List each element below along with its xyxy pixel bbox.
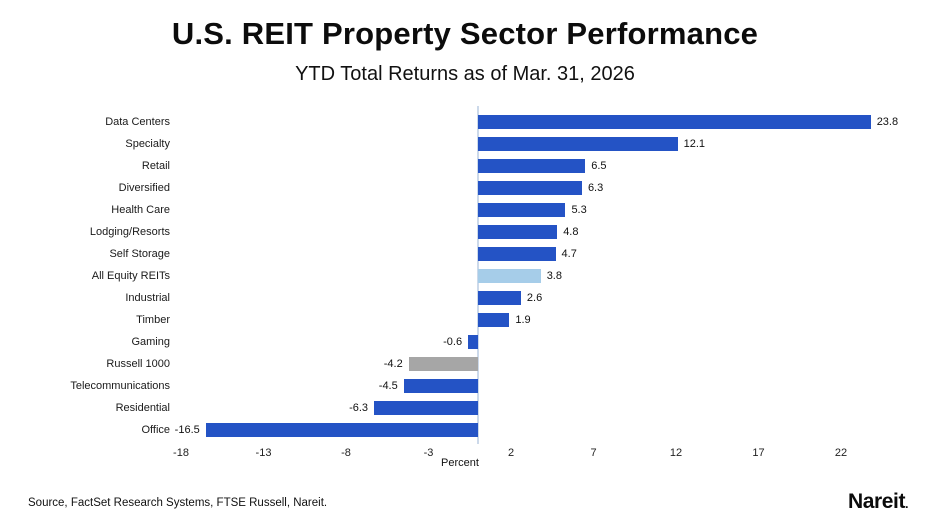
bar xyxy=(408,357,478,371)
bar-chart: Data Centers 23.8 Specialty 12.1 Retail 6.5 Di… xyxy=(70,106,899,459)
x-tick-label: -18 xyxy=(173,447,189,459)
category-label: Self Storage xyxy=(109,248,170,260)
value-label: 2.6 xyxy=(526,292,543,304)
value-label: -6.3 xyxy=(349,402,369,414)
x-tick-label: 12 xyxy=(669,447,683,459)
category-label: Industrial xyxy=(125,292,170,304)
source-note: Source, FactSet Research Systems, FTSE R… xyxy=(28,497,328,509)
x-tick-label: -8 xyxy=(341,447,351,459)
category-label: Gaming xyxy=(131,336,170,348)
value-label: 23.8 xyxy=(876,116,899,128)
x-tick-label: -13 xyxy=(255,447,272,459)
nareit-logo-dot: . xyxy=(905,497,908,511)
value-label: 4.8 xyxy=(563,226,579,238)
category-label: Health Care xyxy=(111,204,170,216)
x-tick-label: -3 xyxy=(423,447,434,459)
value-label: -4.2 xyxy=(383,358,403,370)
nareit-logo-text: Nareit xyxy=(847,490,906,513)
bar xyxy=(478,225,558,239)
category-label: Timber xyxy=(136,314,170,326)
value-label: 5.3 xyxy=(571,204,587,216)
value-label: -0.6 xyxy=(443,336,463,348)
bar xyxy=(478,203,566,217)
bar xyxy=(403,379,478,393)
value-label: 12.1 xyxy=(683,138,706,150)
x-tick-label: 17 xyxy=(752,447,765,459)
category-label: Data Centers xyxy=(105,116,170,128)
x-axis-title: Percent xyxy=(441,457,479,469)
category-label: Office xyxy=(141,424,170,436)
x-tick-label: 7 xyxy=(590,447,597,459)
category-label: Diversified xyxy=(118,182,170,194)
value-label: 3.8 xyxy=(546,270,562,282)
category-label: All Equity REITs xyxy=(91,270,170,282)
x-tick-label: 22 xyxy=(834,447,848,459)
value-label: 4.7 xyxy=(561,248,577,260)
category-label: Russell 1000 xyxy=(106,358,170,370)
chart-title: U.S. REIT Property Sector Performance xyxy=(171,16,759,51)
chart-subtitle: YTD Total Returns as of Mar. 31, 2026 xyxy=(295,63,635,85)
bar xyxy=(478,247,556,261)
value-label: -16.5 xyxy=(174,424,200,436)
value-label: 6.5 xyxy=(591,160,607,172)
bar xyxy=(478,291,521,305)
bar xyxy=(478,115,871,129)
bar xyxy=(478,181,582,195)
bar xyxy=(468,335,478,349)
category-label: Retail xyxy=(141,160,170,172)
bar xyxy=(205,423,478,437)
bar xyxy=(478,159,586,173)
bar xyxy=(478,137,678,151)
bar xyxy=(478,269,541,283)
category-label: Lodging/Resorts xyxy=(89,226,170,238)
value-label: 6.3 xyxy=(587,182,604,194)
value-label: 1.9 xyxy=(515,314,531,326)
bar xyxy=(478,313,510,327)
category-label: Telecommunications xyxy=(70,380,170,392)
value-label: -4.5 xyxy=(378,380,398,392)
category-label: Residential xyxy=(115,402,170,414)
bar xyxy=(374,401,478,415)
category-label: Specialty xyxy=(125,138,170,150)
x-tick-label: 2 xyxy=(507,447,515,459)
nareit-logo: Nareit. xyxy=(848,490,908,514)
